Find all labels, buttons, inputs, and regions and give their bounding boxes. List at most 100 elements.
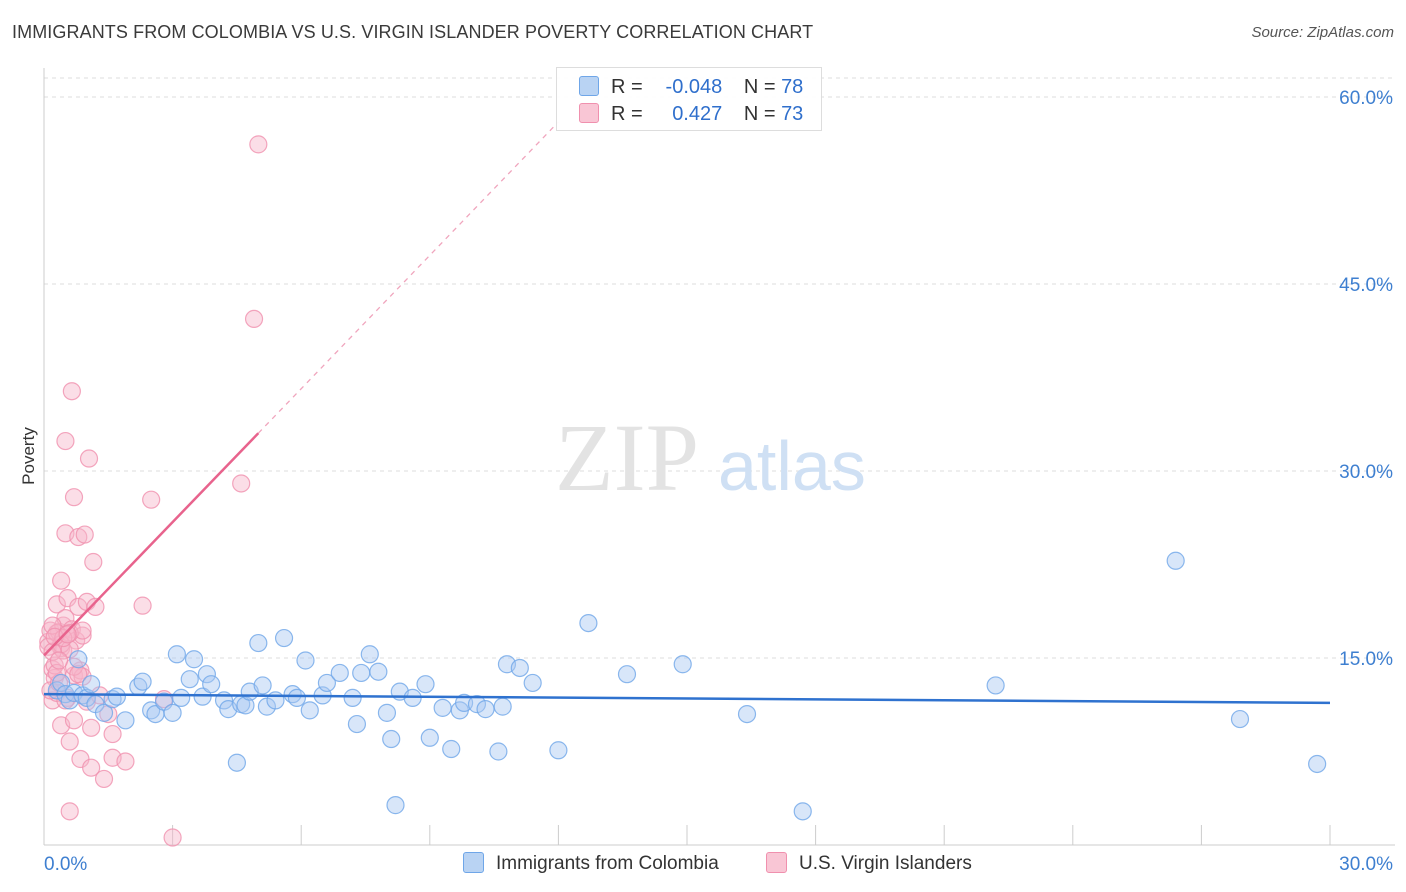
bottom-legend-swatch-blue bbox=[463, 852, 484, 873]
legend-pink-r: 0.427 bbox=[672, 103, 723, 125]
bottom-legend-pink-label: U.S. Virgin Islanders bbox=[799, 853, 972, 874]
pink-point bbox=[43, 616, 62, 635]
pink-point bbox=[52, 571, 71, 590]
blue-trend-line bbox=[43, 692, 1331, 705]
blue-point bbox=[377, 703, 397, 722]
y-tick-label: 60.0% bbox=[1339, 88, 1393, 109]
pink-point bbox=[69, 665, 88, 684]
trend-lines bbox=[43, 121, 1331, 705]
pink-point bbox=[64, 488, 84, 507]
x-tick-label: 30.0% bbox=[1339, 854, 1393, 875]
blue-point bbox=[107, 687, 126, 706]
bottom-legend-blue: Immigrants from Colombia bbox=[463, 852, 719, 875]
blue-point bbox=[82, 675, 101, 694]
blue-point bbox=[1308, 754, 1327, 774]
pink-point bbox=[116, 752, 135, 771]
blue-point bbox=[116, 711, 135, 730]
axes bbox=[43, 68, 1395, 846]
blue-point bbox=[416, 675, 435, 694]
blue-point bbox=[673, 655, 692, 674]
pink-point bbox=[82, 718, 101, 737]
blue-point bbox=[510, 658, 529, 678]
legend-pink-n: 73 bbox=[781, 103, 804, 125]
blue-point bbox=[287, 688, 307, 707]
pink-point bbox=[62, 382, 81, 401]
y-tick-label: 15.0% bbox=[1339, 649, 1393, 670]
y-tick-label: 30.0% bbox=[1339, 462, 1393, 483]
watermark-atlas: atlas bbox=[718, 427, 866, 505]
blue-point bbox=[330, 663, 349, 683]
legend-r-label: R = bbox=[611, 76, 643, 98]
blue-point bbox=[793, 802, 812, 821]
blue-point bbox=[493, 697, 512, 716]
pink-point bbox=[232, 474, 251, 493]
blue-point bbox=[193, 687, 212, 706]
blue-point bbox=[227, 753, 246, 772]
legend-swatch-pink bbox=[579, 103, 599, 123]
pink-point bbox=[84, 552, 103, 572]
watermark: ZIP atlas bbox=[555, 404, 866, 511]
legend-n-label: N = bbox=[743, 103, 776, 125]
blue-point bbox=[360, 645, 379, 664]
blue-point bbox=[236, 696, 255, 715]
bottom-legend-blue-label: Immigrants from Colombia bbox=[496, 853, 719, 874]
blue-point bbox=[454, 693, 474, 712]
blue-series-points bbox=[47, 551, 1327, 821]
pink-point bbox=[244, 309, 264, 329]
blue-point bbox=[737, 704, 757, 724]
blue-point bbox=[274, 628, 294, 648]
blue-point bbox=[420, 728, 439, 747]
pink-point bbox=[133, 596, 152, 615]
y-tick-label: 45.0% bbox=[1339, 275, 1393, 296]
blue-point bbox=[172, 688, 191, 707]
legend-blue-r: -0.048 bbox=[665, 76, 723, 98]
pink-point bbox=[56, 431, 75, 451]
pink-trend-extension bbox=[257, 121, 559, 434]
pink-point bbox=[60, 732, 79, 751]
blue-point bbox=[382, 729, 401, 749]
blue-point bbox=[69, 650, 88, 669]
blue-point bbox=[369, 662, 388, 681]
chart-title: IMMIGRANTS FROM COLOMBIA VS U.S. VIRGIN … bbox=[12, 22, 814, 42]
pink-point bbox=[49, 651, 69, 670]
blue-point bbox=[467, 695, 487, 714]
blue-point bbox=[300, 701, 319, 720]
pink-point bbox=[47, 595, 66, 614]
legend-n-label: N = bbox=[743, 76, 776, 98]
legend-swatch-blue bbox=[579, 76, 599, 96]
blue-point bbox=[1230, 709, 1250, 729]
blue-point bbox=[52, 673, 71, 693]
blue-point bbox=[579, 613, 598, 633]
legend-row-blue: R = -0.048 N = 78 bbox=[579, 76, 803, 99]
pink-point bbox=[249, 135, 268, 154]
pink-point bbox=[58, 625, 77, 644]
bottom-legend-swatch-pink bbox=[766, 852, 787, 873]
blue-point bbox=[1166, 551, 1185, 570]
blue-point bbox=[489, 742, 508, 761]
blue-point bbox=[617, 665, 637, 684]
blue-point bbox=[352, 663, 371, 683]
pink-point bbox=[75, 525, 94, 544]
pink-point bbox=[73, 621, 92, 640]
blue-point bbox=[249, 633, 268, 653]
blue-point bbox=[433, 698, 452, 717]
blue-point bbox=[94, 703, 114, 722]
blue-point bbox=[184, 650, 204, 669]
blue-point bbox=[343, 688, 362, 707]
pink-point bbox=[94, 769, 114, 789]
blue-point bbox=[253, 676, 272, 695]
blue-point bbox=[317, 673, 337, 693]
blue-point bbox=[476, 700, 495, 719]
pink-trend-line bbox=[43, 432, 260, 657]
blue-point bbox=[163, 703, 182, 722]
correlation-legend: R = -0.048 N = 78 R = 0.427 N = 73 bbox=[556, 67, 822, 131]
pink-point bbox=[60, 802, 79, 821]
pink-point bbox=[64, 711, 84, 730]
pink-point bbox=[103, 724, 122, 744]
blue-point bbox=[386, 796, 405, 815]
legend-blue-n: 78 bbox=[781, 76, 804, 98]
y-axis-label: Poverty bbox=[19, 427, 38, 485]
pink-point bbox=[142, 490, 161, 509]
source-label: Source: ZipAtlas.com bbox=[1251, 24, 1394, 41]
